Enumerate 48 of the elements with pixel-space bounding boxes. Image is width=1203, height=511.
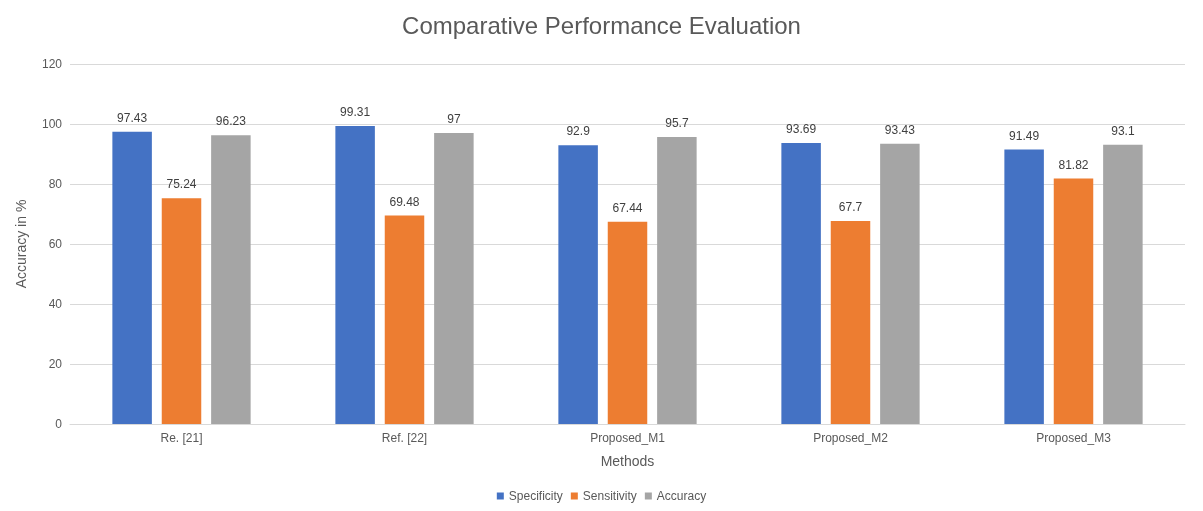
- bar: [211, 135, 251, 424]
- legend-label: Sensitivity: [582, 489, 637, 503]
- bar: [434, 133, 474, 424]
- data-label: 93.69: [786, 121, 817, 136]
- data-label: 67.7: [838, 199, 863, 214]
- y-tick-label: 20: [48, 357, 63, 371]
- data-label: 96.23: [215, 114, 247, 129]
- data-label: 91.49: [1009, 128, 1040, 143]
- bar: [880, 143, 920, 424]
- data-label: 97.43: [117, 110, 148, 125]
- x-tick-label: Ref. [22]: [381, 431, 428, 445]
- data-label: 69.48: [389, 194, 420, 209]
- bar: [112, 131, 152, 424]
- bar: [781, 142, 821, 424]
- bar: [161, 198, 202, 424]
- chart-title: Comparative Performance Evaluation: [402, 11, 801, 39]
- y-tick-label: 120: [41, 57, 63, 71]
- y-axis-title: Accuracy in %: [13, 199, 29, 289]
- bar: [657, 136, 697, 424]
- bar: [558, 145, 598, 424]
- data-label: 92.9: [566, 124, 591, 139]
- x-tick-label: Proposed_M2: [813, 431, 889, 445]
- data-label: 99.31: [340, 105, 371, 120]
- bar: [1004, 149, 1044, 424]
- x-tick-label: Proposed_M3: [1036, 431, 1112, 445]
- x-tick-label: Proposed_M1: [590, 431, 666, 445]
- data-label: 93.1: [1111, 123, 1135, 138]
- legend-label: Specificity: [508, 489, 563, 503]
- bar: [384, 215, 425, 424]
- y-tick-label: 60: [48, 237, 63, 251]
- bar: [830, 220, 871, 424]
- data-label: 75.24: [166, 177, 197, 192]
- bar: [1053, 178, 1094, 424]
- bar: [335, 126, 375, 424]
- bar: [607, 221, 648, 424]
- data-label: 67.44: [612, 200, 643, 215]
- y-tick-label: 80: [48, 177, 63, 191]
- legend-label: Accuracy: [656, 489, 707, 503]
- y-tick-label: 40: [48, 297, 63, 311]
- x-tick-label: Re. [21]: [160, 431, 203, 445]
- data-label: 81.82: [1058, 157, 1089, 172]
- data-label: 93.43: [884, 122, 916, 137]
- data-label: 97: [447, 112, 461, 126]
- data-label: 95.7: [665, 115, 689, 130]
- x-axis-title: Methods: [600, 453, 655, 469]
- bar: [1103, 144, 1143, 424]
- y-tick-label: 0: [55, 417, 63, 431]
- y-tick-label: 100: [41, 117, 63, 131]
